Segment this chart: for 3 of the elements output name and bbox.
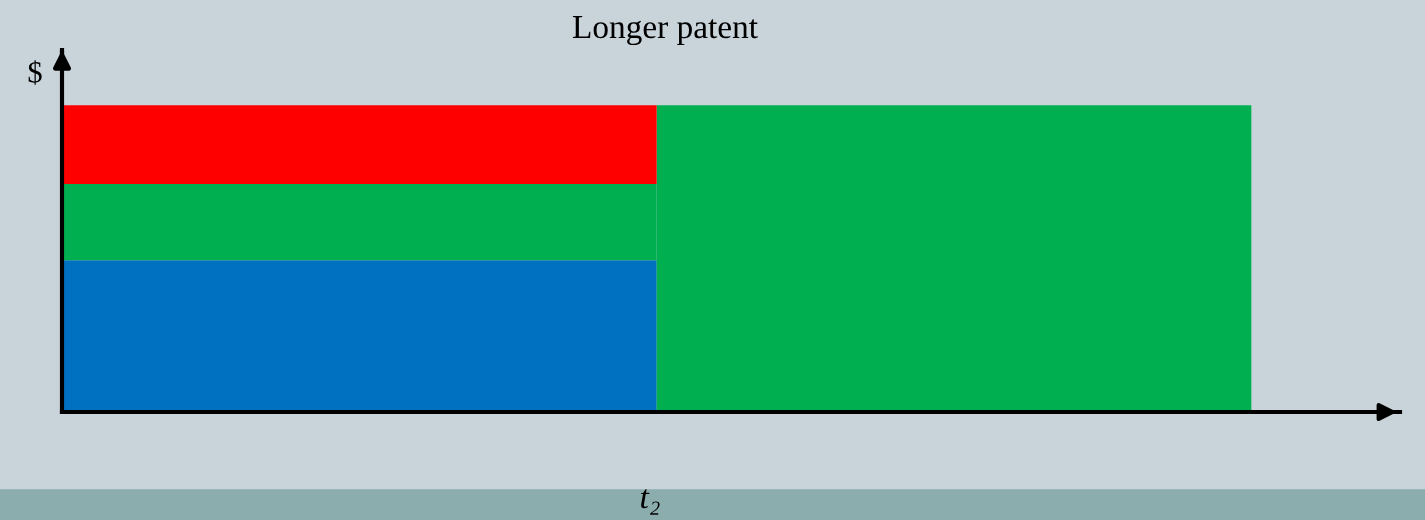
x-axis-title: t₂ (641, 489, 660, 515)
y-axis-title: $ (28, 60, 42, 85)
chart-title: Longer patent (572, 16, 758, 46)
